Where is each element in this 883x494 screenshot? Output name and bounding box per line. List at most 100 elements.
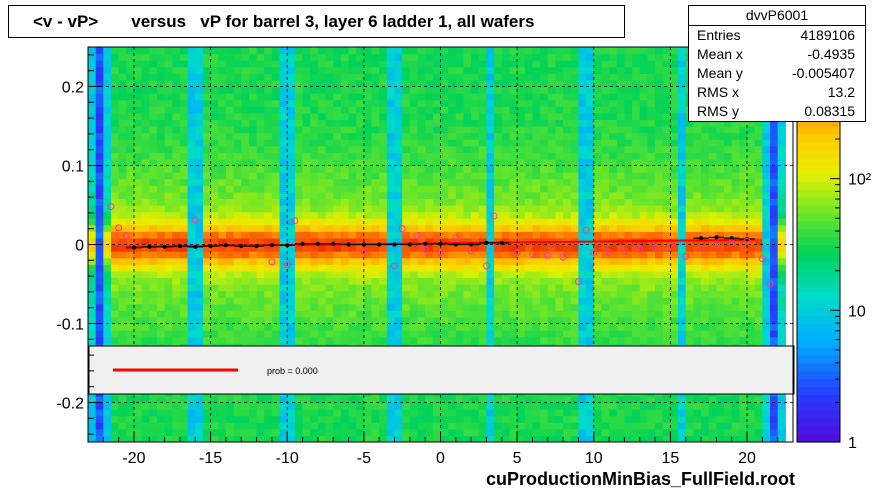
heatmap-cell <box>149 277 158 285</box>
heatmap-cell <box>609 106 618 114</box>
heatmap-cell <box>95 60 104 68</box>
heatmap-cell <box>363 277 373 285</box>
heatmap-cell <box>233 264 242 272</box>
heatmap-cell <box>164 323 173 331</box>
heatmap-cell <box>202 402 212 410</box>
heatmap-cell <box>264 165 273 173</box>
heatmap-cell <box>662 231 671 239</box>
heatmap-cell <box>486 277 495 285</box>
heatmap-cell <box>624 211 633 219</box>
heatmap-cell <box>271 145 281 153</box>
heatmap-cell <box>118 251 127 259</box>
heatmap-cell <box>455 435 465 442</box>
heatmap-cell <box>126 402 135 410</box>
heatmap-cell <box>156 330 166 338</box>
heatmap-cell <box>156 237 166 246</box>
heatmap-cell <box>149 284 158 292</box>
heatmap-cell <box>440 165 449 173</box>
heatmap-cell <box>126 145 135 153</box>
heatmap-cell <box>302 290 311 298</box>
heatmap-cell <box>417 310 426 318</box>
heatmap-cell <box>501 66 511 74</box>
heatmap-cell <box>532 270 541 279</box>
heatmap-cell <box>287 172 296 180</box>
heatmap-cell <box>455 126 465 134</box>
heatmap-cell <box>141 218 150 226</box>
heatmap-cell <box>118 60 127 68</box>
heatmap-cell <box>693 277 702 285</box>
heatmap-cell <box>371 409 380 417</box>
heatmap-cell <box>133 158 143 167</box>
heatmap-cell <box>547 218 557 226</box>
heatmap-cell <box>379 66 388 74</box>
heatmap-cell <box>609 112 618 121</box>
heatmap-cell <box>632 119 641 127</box>
heatmap-cell <box>609 224 618 232</box>
heatmap-cell <box>310 218 319 226</box>
heatmap-cell <box>164 415 173 423</box>
heatmap-cell <box>624 277 633 285</box>
heatmap-cell <box>402 178 411 186</box>
heatmap-cell <box>478 185 488 193</box>
heatmap-cell <box>287 152 296 160</box>
heatmap-cell <box>379 178 388 186</box>
heatmap-cell <box>379 303 388 311</box>
heatmap-cell <box>524 435 534 442</box>
heatmap-cell <box>708 145 717 153</box>
heatmap-cell <box>540 422 549 430</box>
heatmap-cell <box>563 231 572 239</box>
heatmap-cell <box>179 218 189 226</box>
heatmap-cell <box>662 86 671 94</box>
heatmap-cell <box>455 415 465 423</box>
heatmap-cell <box>271 172 281 180</box>
heatmap-cell <box>187 66 196 74</box>
heatmap-cell <box>279 178 288 186</box>
heatmap-cell <box>685 290 694 298</box>
heatmap-cell <box>218 415 227 423</box>
heatmap-cell <box>172 435 181 442</box>
heatmap-cell <box>325 231 334 239</box>
heatmap-cell <box>509 284 518 292</box>
heatmap-cell <box>356 185 365 193</box>
heatmap-cell <box>524 119 534 127</box>
heatmap-cell <box>685 218 694 226</box>
heatmap-cell <box>256 290 265 298</box>
heatmap-cell <box>670 330 679 338</box>
heatmap-cell <box>172 185 181 193</box>
heatmap-cell <box>156 422 166 430</box>
heatmap-cell <box>448 290 457 298</box>
heatmap-cell <box>156 218 166 226</box>
heatmap-cell <box>363 237 373 246</box>
heatmap-cell <box>586 270 595 279</box>
heatmap-cell <box>379 191 388 200</box>
heatmap-cell <box>225 218 235 226</box>
heatmap-cell <box>471 47 480 55</box>
heatmap-cell <box>287 119 296 127</box>
heatmap-cell <box>394 422 403 430</box>
heatmap-cell <box>386 93 396 101</box>
heatmap-cell <box>141 323 150 331</box>
heatmap-cell <box>95 409 104 417</box>
heatmap-cell <box>455 284 465 292</box>
heatmap-cell <box>156 158 166 167</box>
heatmap-cell <box>386 165 396 173</box>
heatmap-cell <box>164 402 173 410</box>
heatmap-cell <box>271 198 281 206</box>
heatmap-cell <box>524 244 534 252</box>
heatmap-cell <box>179 336 189 344</box>
heatmap-cell <box>701 402 710 410</box>
heatmap-cell <box>325 330 334 338</box>
heatmap-cell <box>586 435 595 442</box>
heatmap-cell <box>333 139 342 147</box>
heatmap-cell <box>287 93 296 101</box>
heatmap-cell <box>563 284 572 292</box>
heatmap-cell <box>279 264 288 272</box>
heatmap-cell <box>655 330 664 338</box>
heatmap-cell <box>225 165 235 173</box>
heatmap-cell <box>501 79 511 88</box>
heatmap-cell <box>302 224 311 232</box>
heatmap-cell <box>394 66 403 74</box>
heatmap-cell <box>624 422 633 430</box>
heatmap-cell <box>348 152 357 160</box>
heatmap-cell <box>88 270 97 279</box>
